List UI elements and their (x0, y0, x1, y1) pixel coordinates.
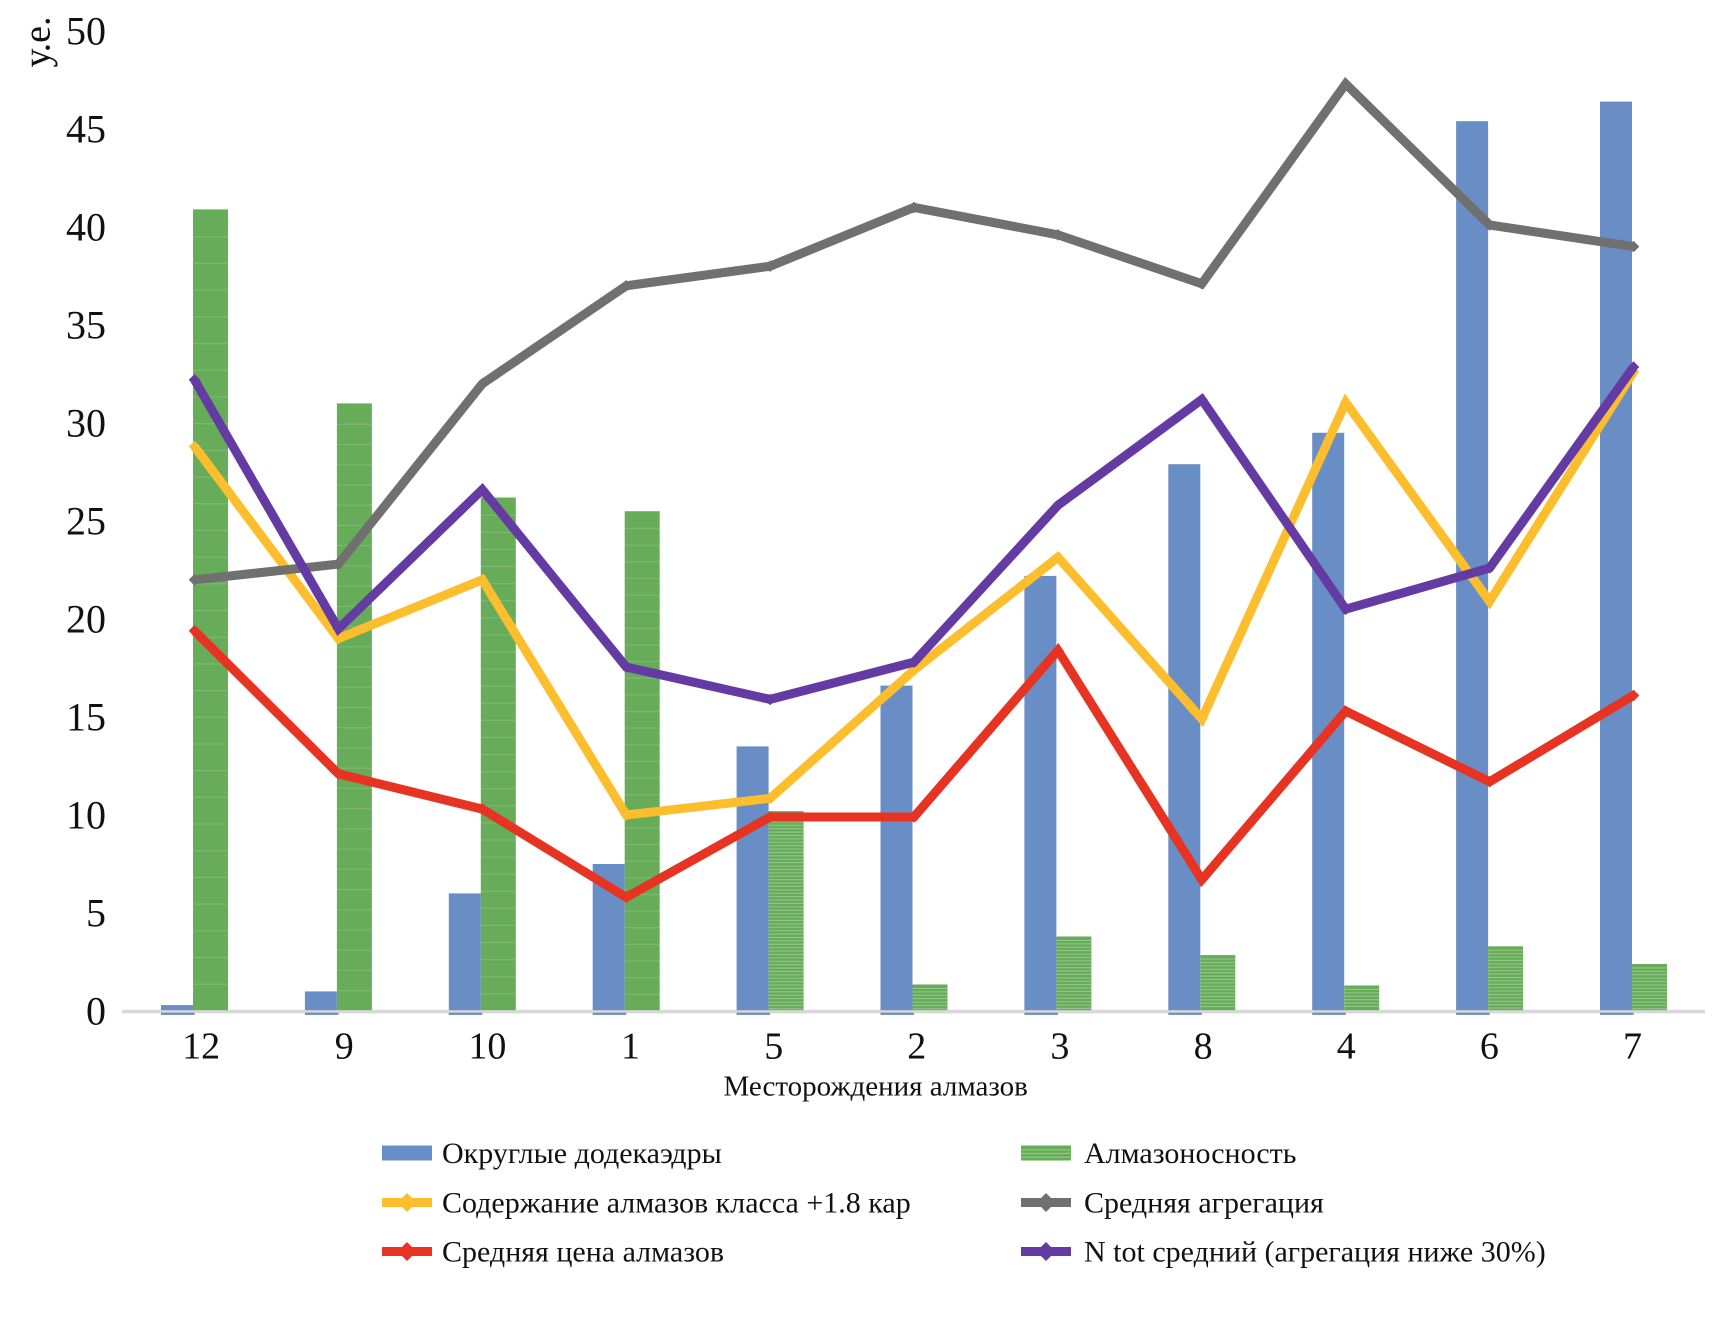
svg-text:50: 50 (66, 9, 106, 54)
svg-text:25: 25 (66, 499, 106, 544)
svg-text:40: 40 (66, 205, 106, 250)
svg-text:3: 3 (1050, 1026, 1069, 1068)
svg-text:Содержание алмазов класса +1.8: Содержание алмазов класса +1.8 кар (442, 1187, 911, 1220)
svg-text:45: 45 (66, 107, 106, 152)
svg-text:Средняя агрегация: Средняя агрегация (1084, 1187, 1324, 1220)
svg-text:30: 30 (66, 401, 106, 446)
svg-text:9: 9 (335, 1026, 354, 1068)
svg-text:35: 35 (66, 303, 106, 348)
svg-text:у.е.: у.е. (17, 16, 59, 67)
svg-text:6: 6 (1480, 1026, 1499, 1068)
svg-text:8: 8 (1194, 1026, 1213, 1068)
svg-text:5: 5 (86, 891, 106, 936)
svg-text:2: 2 (907, 1026, 926, 1068)
svg-text:4: 4 (1337, 1026, 1356, 1068)
svg-text:7: 7 (1623, 1026, 1642, 1068)
svg-text:12: 12 (182, 1026, 220, 1068)
svg-text:15: 15 (66, 695, 106, 740)
svg-text:Средняя цена алмазов: Средняя цена алмазов (442, 1236, 724, 1269)
svg-text:0: 0 (86, 989, 106, 1034)
svg-text:5: 5 (764, 1026, 783, 1068)
svg-text:1: 1 (621, 1026, 640, 1068)
svg-text:Алмазоносность: Алмазоносность (1084, 1137, 1296, 1170)
svg-text:Месторождения алмазов: Месторождения алмазов (724, 1071, 1028, 1103)
svg-text:N tot средний (агрегация ниже: N tot средний (агрегация ниже 30%) (1084, 1236, 1546, 1269)
svg-text:10: 10 (468, 1026, 506, 1068)
svg-text:20: 20 (66, 597, 106, 642)
svg-text:Округлые додекаэдры: Округлые додекаэдры (442, 1137, 722, 1170)
svg-text:10: 10 (66, 793, 106, 838)
